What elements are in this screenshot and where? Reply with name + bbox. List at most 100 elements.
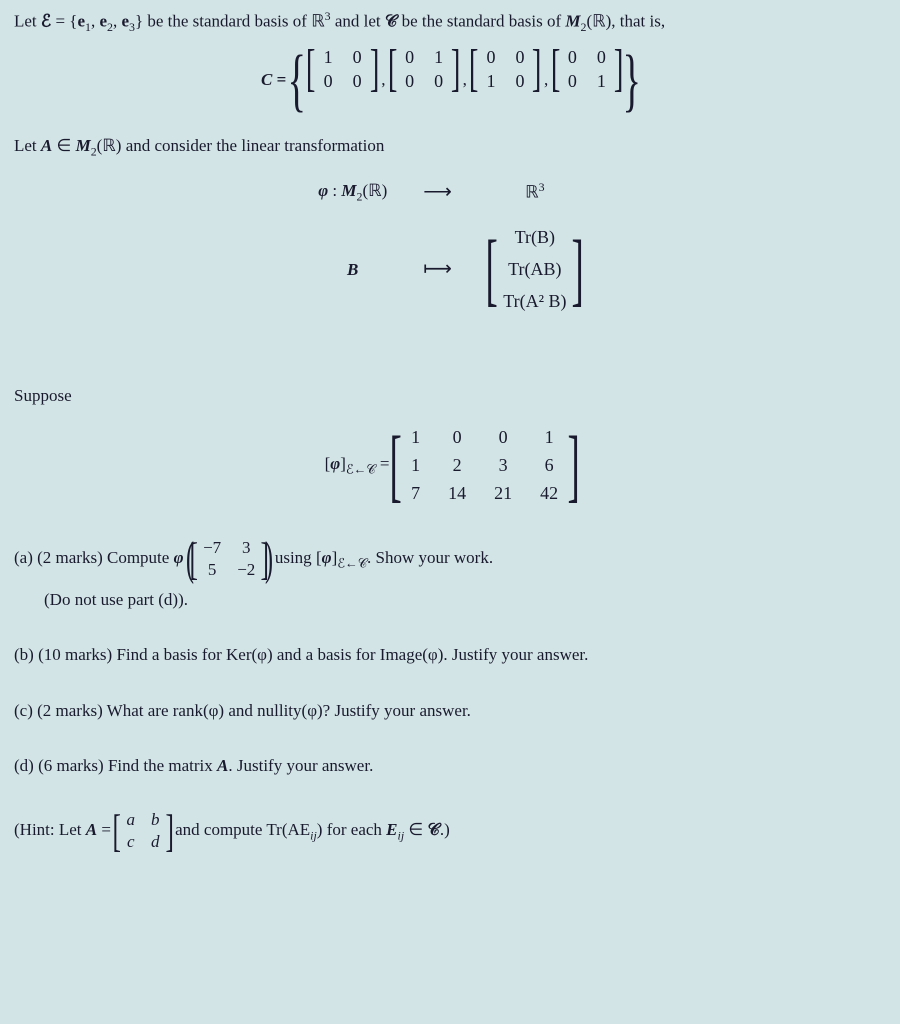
c: 1: [397, 423, 434, 451]
c: 0: [314, 69, 343, 93]
img: Image(φ): [380, 645, 444, 664]
phi: φ: [322, 548, 332, 567]
in: ∈: [404, 820, 427, 839]
c: 1: [587, 69, 616, 93]
phi-matrix: [ 1 0 0 1 1 2 3 6 7 14 21 42: [394, 423, 576, 507]
ofR: (ℝ): [97, 136, 122, 155]
c: −7: [195, 537, 229, 559]
part-d: (d) (6 marks) Find the matrix A. Justify…: [14, 753, 886, 779]
c: 1: [424, 45, 453, 69]
part-a-matrix: ( [ −73 5−2 ] ): [188, 537, 271, 581]
hint-matrix: [ ab cd ]: [115, 809, 171, 853]
t: (b) (10 marks) Find a basis for: [14, 645, 226, 664]
c: 0: [434, 423, 480, 451]
matrix-1: [ 10 00 ]: [308, 45, 377, 93]
suppose-label: Suppose: [14, 383, 886, 409]
c: 0: [395, 69, 424, 93]
c: 3: [480, 451, 526, 479]
t: . Show your work.: [367, 548, 493, 567]
C-sym: 𝒞: [385, 12, 397, 31]
comma: ,: [381, 70, 385, 89]
c: 1: [526, 423, 572, 451]
R: ℝ: [311, 12, 324, 31]
ofR: (ℝ): [362, 181, 387, 200]
c: −2: [229, 559, 263, 581]
c: 14: [434, 479, 480, 507]
rank: rank(φ): [173, 701, 224, 720]
part-a-note: (Do not use part (d)).: [14, 587, 886, 613]
t: , that is,: [611, 12, 665, 31]
c: 1: [397, 451, 434, 479]
e2: e: [99, 12, 107, 31]
M2: M: [76, 136, 91, 155]
c: 0: [505, 69, 534, 93]
in: ∈: [52, 136, 75, 155]
t: and a basis for: [273, 645, 380, 664]
E: E: [386, 820, 397, 839]
t: . Justify your answer.: [443, 645, 588, 664]
rbrace: }: [623, 51, 641, 111]
A: A: [41, 136, 52, 155]
t: (Hint: Let: [14, 820, 86, 839]
c: 1: [314, 45, 343, 69]
c: 1: [476, 69, 505, 93]
t: be the standard basis of: [397, 12, 565, 31]
phi: φ: [174, 548, 184, 567]
e1: e: [77, 12, 85, 31]
M2: M: [341, 181, 356, 200]
p3: 3: [539, 180, 545, 194]
B: B: [347, 257, 358, 283]
t: :: [328, 181, 341, 200]
c: 0: [587, 45, 616, 69]
c: 3: [229, 537, 263, 559]
c: 0: [395, 45, 424, 69]
let-a-line: Let A ∈ M2(ℝ) and consider the linear tr…: [14, 133, 886, 161]
matrix-4: [ 00 01 ]: [553, 45, 622, 93]
c: 0: [480, 423, 526, 451]
t: and consider the linear transformation: [121, 136, 384, 155]
null: nullity(φ): [257, 701, 323, 720]
hint-line: (Hint: Let A = [ ab cd ] and compute Tr(…: [14, 809, 886, 853]
c: 7: [397, 479, 434, 507]
c: 2: [434, 451, 480, 479]
c: 6: [526, 451, 572, 479]
phi-domain: φ : M2(ℝ): [318, 178, 387, 206]
matrix-2: [ 01 00 ]: [390, 45, 459, 93]
c: b: [143, 809, 168, 831]
R: ℝ: [525, 183, 538, 202]
t: } be the standard basis of: [135, 12, 311, 31]
column-vector: [ Tr(B) Tr(AB) Tr(A² B) ]: [488, 221, 582, 317]
C: 𝒞: [427, 820, 439, 839]
t: Let: [14, 12, 41, 31]
E-sym: ℰ: [41, 12, 51, 31]
comma: ,: [544, 70, 548, 89]
c: a: [119, 809, 144, 831]
r: Tr(B): [495, 221, 574, 253]
t: and compute: [175, 820, 266, 839]
sub: ℰ←𝒞: [337, 556, 367, 570]
t: for each: [322, 820, 386, 839]
page: Let ℰ = {e1, e2, e3} be the standard bas…: [0, 0, 900, 889]
c: 42: [526, 479, 572, 507]
comma: ,: [463, 70, 467, 89]
ker: Ker(φ): [226, 645, 273, 664]
ij: ij: [310, 828, 317, 842]
c: 0: [505, 45, 534, 69]
t: Let: [14, 136, 41, 155]
part-a: (a) (2 marks) Compute φ ( [ −73 5−2 ] ) …: [14, 537, 886, 581]
sub: ℰ←𝒞: [346, 462, 376, 476]
phi: φ: [330, 454, 340, 473]
r: Tr(A² B): [495, 285, 574, 317]
c-definition: C = { [ 10 00 ] , [ 01 00 ] , [ 00: [14, 45, 886, 111]
r: Tr(AB): [495, 253, 574, 285]
intro-line: Let ℰ = {e1, e2, e3} be the standard bas…: [14, 8, 886, 37]
c: 0: [424, 69, 453, 93]
lbrace: {: [288, 51, 306, 111]
A: A: [217, 756, 228, 775]
t: . Justify your answer.: [228, 756, 373, 775]
ofR: (ℝ): [586, 12, 611, 31]
A: A: [86, 820, 97, 839]
t: = {: [51, 12, 77, 31]
t: (d) (6 marks) Find the matrix: [14, 756, 217, 775]
c: 0: [558, 45, 587, 69]
